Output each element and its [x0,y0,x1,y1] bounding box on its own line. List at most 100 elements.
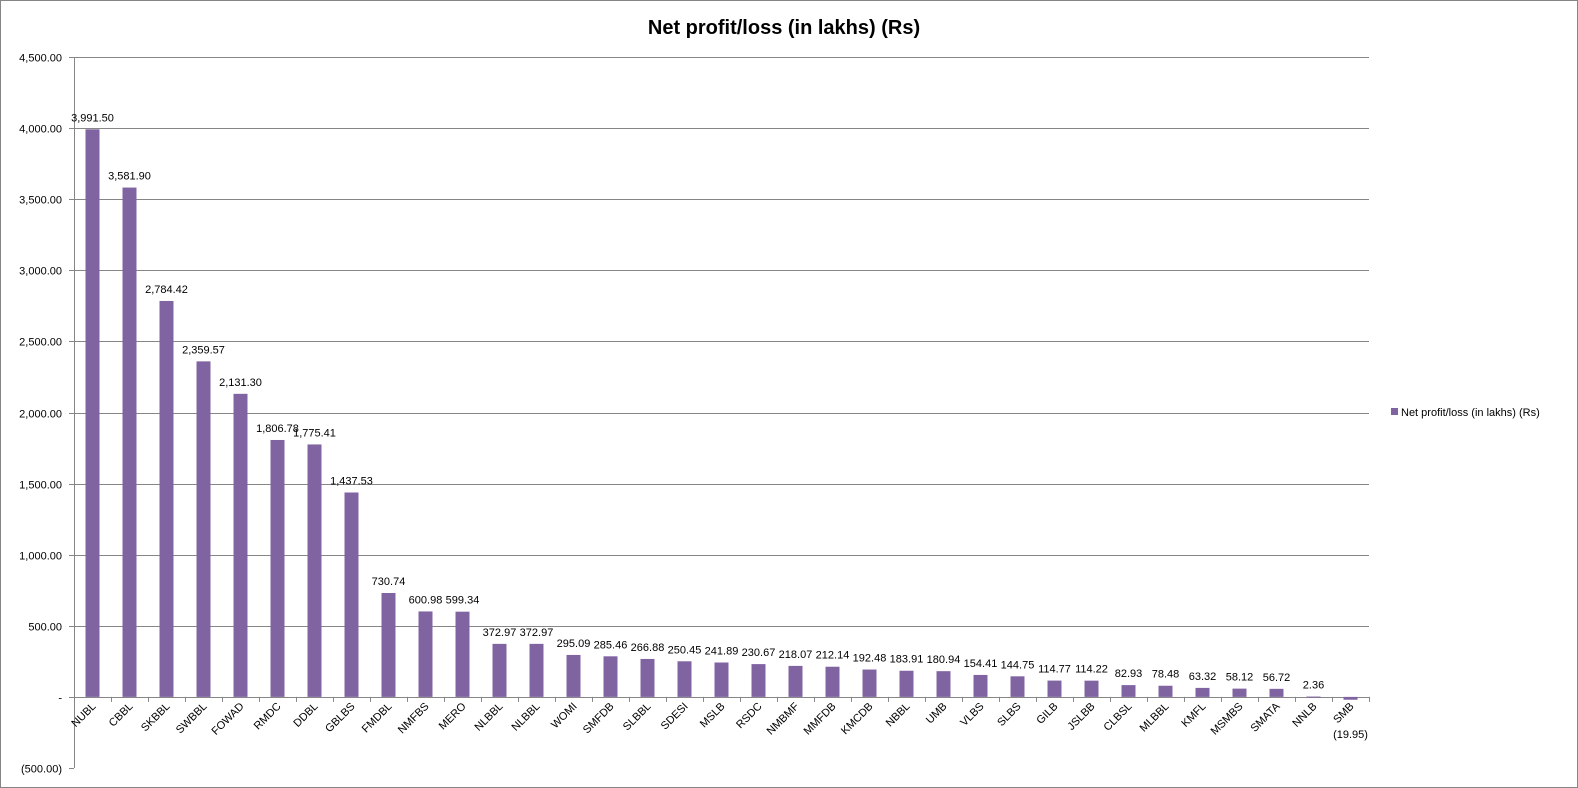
bar [603,656,618,697]
bar [381,592,396,697]
data-label: 3,991.50 [71,112,114,124]
category-label: GILB [1034,701,1060,727]
bar [270,439,285,697]
chart-title: Net profit/loss (in lakhs) (Rs) [648,17,920,39]
category-label: MMFDB [802,701,839,738]
bar [677,661,692,697]
category-label: DDBL [291,701,320,730]
bar [1047,680,1062,697]
data-label: 285.46 [594,639,628,651]
data-label: 730.74 [372,576,406,588]
bar [1306,696,1321,698]
data-label: 154.41 [964,658,998,670]
y-tick-label: 4,000.00 [19,124,62,136]
bar [566,654,581,697]
category-label: SKBBL [139,701,173,735]
bars [85,129,1358,700]
bar [122,187,137,697]
legend-label: Net profit/loss (in lakhs) (Rs) [1401,407,1540,419]
data-label: 2,784.42 [145,284,188,296]
bar [1269,688,1284,697]
data-label: 266.88 [631,642,665,654]
data-label: (19.95) [1333,729,1368,741]
y-tick-label: 3,000.00 [19,266,62,278]
y-tick-label: 2,500.00 [19,337,62,349]
data-label: 599.34 [446,595,480,607]
bar [714,662,729,697]
data-label: 144.75 [1001,659,1035,671]
bar [973,674,988,697]
bar [862,669,877,697]
category-label: NMFBS [396,701,432,737]
category-label: WOMI [549,701,580,732]
bar [159,300,174,697]
bar [455,611,470,697]
bar [233,393,248,697]
data-label: 600.98 [409,594,443,606]
y-tick-label: 1,000.00 [19,551,62,563]
bar [751,664,766,697]
axes: (500.00) - 500.00 1,000.00 1,500.00 2,000.00 2… [19,53,1370,776]
y-tick-label: 500.00 [28,622,62,634]
category-label: NMBMF [765,700,802,737]
legend-swatch [1391,408,1398,415]
data-label: 372.97 [483,627,517,639]
bar [1343,696,1358,700]
category-label: RMDC [252,701,284,733]
category-label: JSLBB [1065,701,1097,733]
y-tick-label: 2,000.00 [19,409,62,421]
y-tick-label: 4,500.00 [19,53,62,65]
bar [1084,680,1099,697]
data-label: 78.48 [1152,669,1180,681]
bar [418,611,433,697]
data-label: 192.48 [853,653,887,665]
bar [492,643,507,697]
data-label: 114.77 [1038,664,1071,676]
data-label: 180.94 [927,654,961,666]
y-tick-label: - [58,693,62,705]
bar [936,671,951,697]
data-label: 2,359.57 [182,344,225,356]
category-label: GBLBS [323,701,357,735]
data-label: 82.93 [1115,668,1143,680]
bar [196,361,211,697]
category-label: MSLB [698,701,728,731]
y-tick-label: (500.00) [21,764,62,776]
data-label: 3,581.90 [108,171,151,183]
bar [529,643,544,697]
category-label: MSMBS [1209,701,1246,738]
data-label: 295.09 [557,638,591,650]
category-label: SMB [1331,701,1356,726]
data-label: 2.36 [1303,680,1324,692]
category-label: UMB [924,701,950,727]
category-label: RSDC [734,700,765,731]
data-labels: 3,991.50 3,581.90 2,784.42 2,359.57 2,131.30… [71,112,1368,741]
category-label: SDESI [659,701,691,733]
bar [640,658,655,697]
data-label: 63.32 [1189,671,1217,683]
bar [899,670,914,697]
y-tick-label: 3,500.00 [19,195,62,207]
gridlines [74,57,1369,627]
bar [1121,685,1136,697]
category-label: CBBL [107,701,136,730]
bar [788,665,803,697]
data-label: 58.12 [1226,672,1254,684]
data-label: 230.67 [742,647,776,659]
category-label: SWBBL [174,701,210,737]
legend: Net profit/loss (in lakhs) (Rs) [1391,407,1540,419]
category-label: MERO [437,700,469,732]
bar [1010,676,1025,697]
category-label: NLBBL [509,701,542,734]
category-label: FOWAD [209,700,246,737]
bar [1158,685,1173,697]
data-label: 241.89 [705,646,739,658]
bar [344,492,359,697]
category-label: NLBBL [472,701,505,734]
category-label: SMATA [1248,700,1283,735]
category-label: CLBSL [1101,701,1134,734]
data-label: 212.14 [816,650,850,662]
data-label: 114.22 [1075,664,1108,676]
